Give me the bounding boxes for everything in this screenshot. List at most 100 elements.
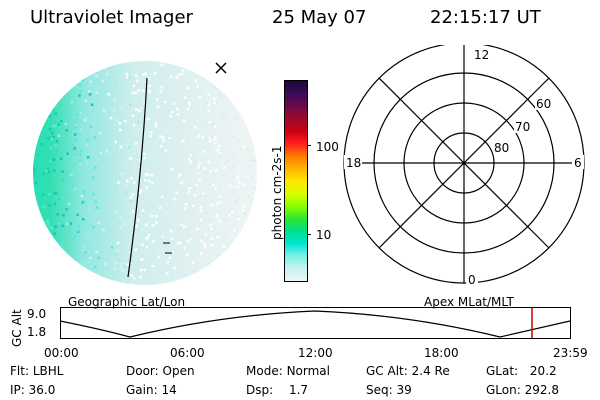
uv-pixel (139, 154, 142, 157)
uv-pixel (100, 270, 103, 273)
uv-pixel (27, 199, 30, 202)
uv-pixel (78, 94, 81, 97)
uv-pixel (63, 56, 66, 59)
uv-pixel (74, 84, 78, 87)
uv-pixel (73, 270, 77, 273)
mode-label: Mode: (246, 364, 283, 378)
uv-pixel (211, 135, 214, 138)
uv-pixel (198, 162, 201, 166)
uv-pixel (259, 255, 262, 258)
uv-pixel (131, 193, 134, 196)
uv-pixel (61, 170, 64, 173)
uv-pixel (164, 149, 168, 153)
uv-pixel (112, 276, 115, 279)
glat-label: GLat: (486, 364, 519, 378)
ip-label: IP: (10, 383, 25, 397)
uv-pixel (79, 90, 83, 93)
uv-pixel (84, 235, 88, 239)
uv-pixel (75, 153, 78, 156)
filter-value: LBHL (32, 364, 64, 378)
uv-pixel (146, 173, 150, 176)
uv-pixel (40, 236, 43, 240)
uv-pixel (60, 242, 64, 246)
uv-pixel (118, 215, 122, 219)
uv-pixel (195, 184, 198, 187)
uv-pixel (215, 202, 219, 205)
uv-pixel (203, 150, 206, 153)
uv-pixel (55, 98, 58, 101)
uv-pixel (86, 156, 90, 159)
uv-pixel (204, 211, 208, 215)
uv-pixel (65, 263, 68, 267)
uv-pixel (131, 114, 135, 117)
uv-pixel (253, 74, 256, 78)
uv-pixel (82, 190, 85, 194)
uv-pixel (247, 195, 251, 199)
uv-pixel (92, 226, 95, 229)
uv-pixel (21, 174, 24, 177)
uv-pixel (186, 105, 190, 108)
colorbar-tick-label-100: 100 (316, 140, 339, 154)
uv-pixel (258, 205, 261, 208)
uv-pixel (80, 194, 83, 198)
uv-pixel (219, 152, 222, 155)
polar-diagonal-2 (378, 77, 550, 249)
uv-pixel (61, 178, 64, 181)
uv-pixel (147, 291, 150, 294)
uv-pixel (225, 269, 228, 273)
uv-pixel (205, 238, 209, 241)
uv-pixel (24, 241, 27, 244)
uv-pixel (170, 251, 174, 254)
uv-pixel (179, 173, 182, 176)
uv-pixel (129, 157, 132, 160)
uv-pixel (201, 77, 204, 81)
uv-pixel (152, 199, 156, 202)
uv-pixel (139, 107, 143, 110)
uv-pixel (24, 237, 27, 240)
mode-value: Normal (286, 364, 330, 378)
uv-pixel (250, 198, 254, 202)
uv-pixel (22, 204, 25, 207)
uv-pixel (164, 152, 168, 155)
uv-pixel (78, 67, 81, 70)
uv-pixel (24, 98, 27, 101)
uv-pixel (203, 61, 206, 64)
uv-pixel (45, 169, 48, 172)
uv-pixel (204, 204, 208, 208)
uv-pixel (122, 223, 125, 226)
uv-pixel (133, 181, 136, 184)
uv-pixel (65, 208, 68, 211)
uv-pixel (58, 272, 61, 275)
uv-pixel (205, 138, 208, 141)
uv-pixel (57, 134, 61, 138)
uv-pixel (46, 125, 50, 129)
uv-pixel (232, 176, 235, 179)
uv-pixel (154, 124, 158, 128)
uv-pixel (94, 200, 97, 203)
uv-pixel (212, 80, 215, 84)
uv-pixel (115, 118, 118, 122)
uv-pixel (198, 179, 201, 182)
uv-pixel (236, 79, 239, 83)
uv-pixel (208, 262, 211, 265)
uv-pixel (20, 170, 23, 173)
uv-pixel (95, 68, 99, 72)
uv-pixel (228, 126, 231, 129)
uv-pixel (207, 110, 211, 113)
uv-pixel (78, 159, 82, 163)
uv-pixel (151, 83, 155, 86)
uv-pixel (122, 279, 125, 283)
uv-pixel (209, 182, 212, 186)
uv-pixel (58, 90, 61, 93)
uv-pixel (56, 89, 60, 93)
uv-pixel (137, 146, 141, 150)
uv-pixel (190, 212, 193, 215)
uv-pixel (243, 205, 246, 208)
uv-pixel (73, 235, 77, 238)
uv-pixel (104, 101, 107, 104)
uv-pixel (108, 228, 112, 231)
uv-pixel (140, 200, 144, 204)
uv-pixel (137, 89, 140, 92)
uv-pixel (44, 261, 47, 264)
uv-pixel (147, 117, 150, 121)
